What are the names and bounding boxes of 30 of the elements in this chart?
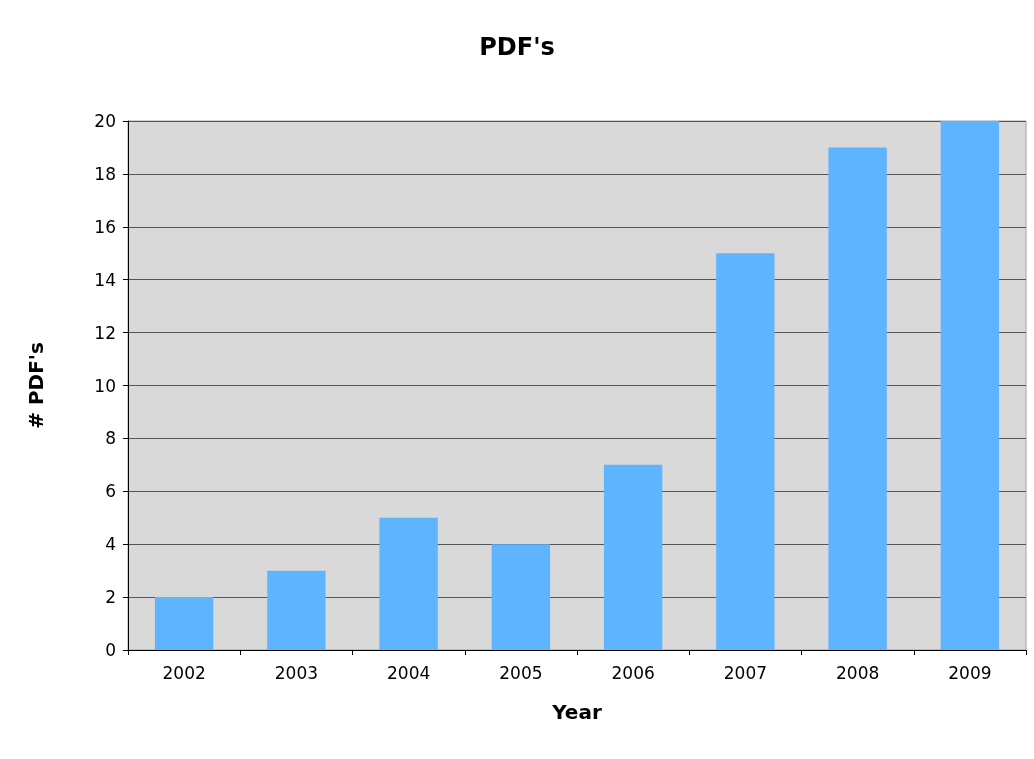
x-tick-label: 2005 — [499, 662, 543, 683]
x-tick-label: 2009 — [948, 662, 992, 683]
y-tick-label: 0 — [105, 640, 116, 660]
bar — [603, 464, 663, 650]
x-tick-label: 2007 — [723, 662, 768, 683]
y-tick-label: 12 — [94, 322, 116, 343]
x-axis-title: Year — [551, 700, 602, 724]
y-tick-label: 4 — [105, 534, 116, 555]
bar — [379, 517, 438, 650]
y-tick-label: 16 — [94, 216, 116, 237]
bar — [491, 544, 551, 650]
x-tick-label: 2006 — [611, 662, 655, 683]
y-tick-label: 2 — [105, 587, 116, 608]
bar — [267, 570, 326, 650]
y-axis-title: # PDF's — [24, 342, 48, 429]
x-tick-label: 2003 — [274, 662, 319, 683]
x-tick-label: 2008 — [835, 662, 880, 683]
y-tick-label: 8 — [105, 428, 116, 449]
y-tick-label: 10 — [94, 375, 116, 396]
y-tick-label: 14 — [94, 269, 116, 290]
bar — [716, 253, 775, 650]
chart-title: PDF's — [479, 33, 555, 61]
y-tick-label: 6 — [105, 481, 116, 502]
bar — [828, 147, 887, 650]
bar — [940, 121, 1000, 650]
x-tick-label: 2004 — [386, 662, 431, 683]
x-tick-label: 2002 — [162, 662, 206, 683]
y-tick-label: 20 — [94, 111, 116, 131]
bar — [154, 597, 214, 650]
y-tick-label: 18 — [94, 163, 116, 184]
